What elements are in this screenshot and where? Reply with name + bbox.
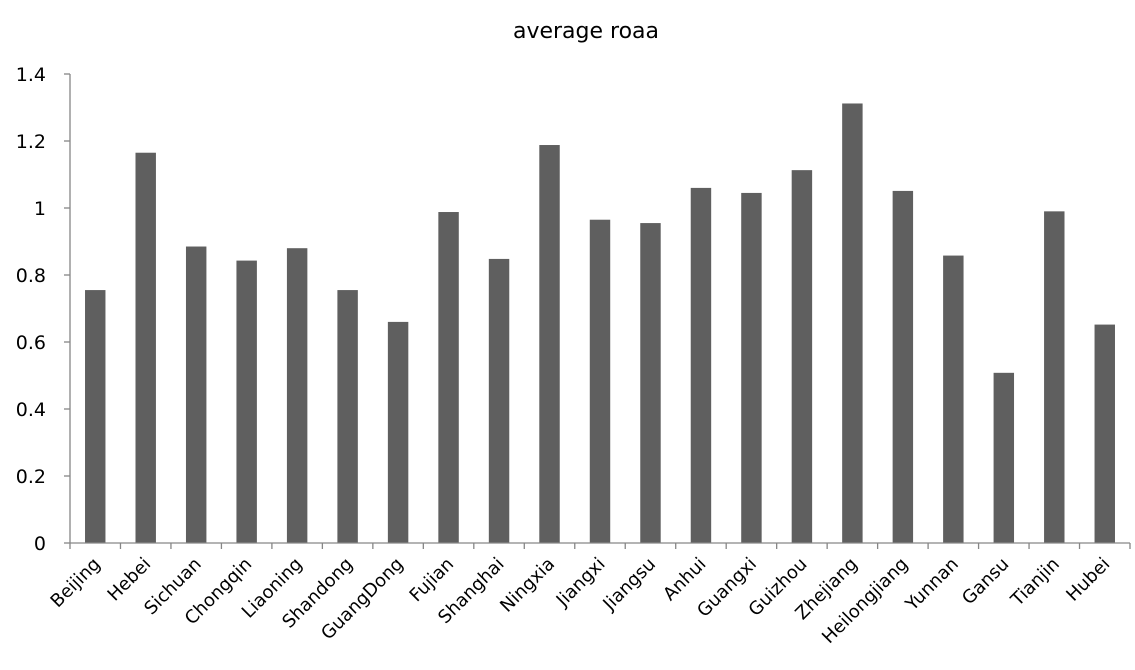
bar-jiangxi (589, 219, 611, 543)
y-tick-label: 1.4 (16, 64, 46, 86)
bar-yunnan (943, 255, 964, 543)
bar-beijing (85, 290, 106, 543)
y-tick-label: 0 (34, 533, 46, 555)
y-tick-label: 0.6 (16, 332, 46, 354)
x-tick-label: Hubei (1062, 554, 1114, 606)
bar-anhui (690, 187, 712, 543)
bar-guizhou (791, 170, 813, 543)
x-axis: BeijingHebeiSichuanChongqinLiaoningShand… (47, 542, 1131, 648)
bar-heilongjiang (892, 190, 914, 544)
x-tick-label: Ningxia (496, 554, 559, 617)
x-tick-label: Gansu (958, 554, 1013, 609)
y-axis: 0 0.2 0.4 0.6 0.8 1 1.2 1.4 (16, 64, 71, 555)
bar-shandong (337, 290, 358, 543)
bar-tianjin (1044, 211, 1065, 543)
chart-title: average roaa (513, 19, 659, 44)
bar-hebei (135, 152, 156, 543)
bar-guangxi (741, 192, 762, 544)
x-tick-label: Jiangxi (552, 554, 610, 612)
y-tick-label: 0.8 (16, 265, 46, 287)
bar-gansu (993, 372, 1015, 543)
bar-fujian (438, 212, 459, 543)
bar-guangdong (387, 321, 409, 543)
x-tick-label: Jiangsu (599, 554, 660, 615)
bar-zhejiang (842, 103, 863, 543)
y-tick-label: 1.2 (16, 131, 46, 153)
bar-hubei (1094, 324, 1115, 543)
y-tick-label: 0.2 (16, 466, 46, 488)
bar-ningxia (539, 145, 560, 543)
bar-jiangsu (640, 223, 661, 543)
bars (85, 103, 1115, 544)
bar-shanghai (488, 258, 510, 543)
x-tick-label: Yunnan (901, 554, 963, 616)
x-tick-label: Tianjin (1006, 554, 1063, 611)
bar-chongqin (236, 260, 257, 543)
bar-liaoning (286, 248, 308, 543)
y-tick-label: 0.4 (16, 399, 46, 421)
x-tick-label: Beijing (47, 554, 105, 612)
y-tick-label: 1 (34, 198, 46, 220)
bar-sichuan (185, 246, 207, 543)
